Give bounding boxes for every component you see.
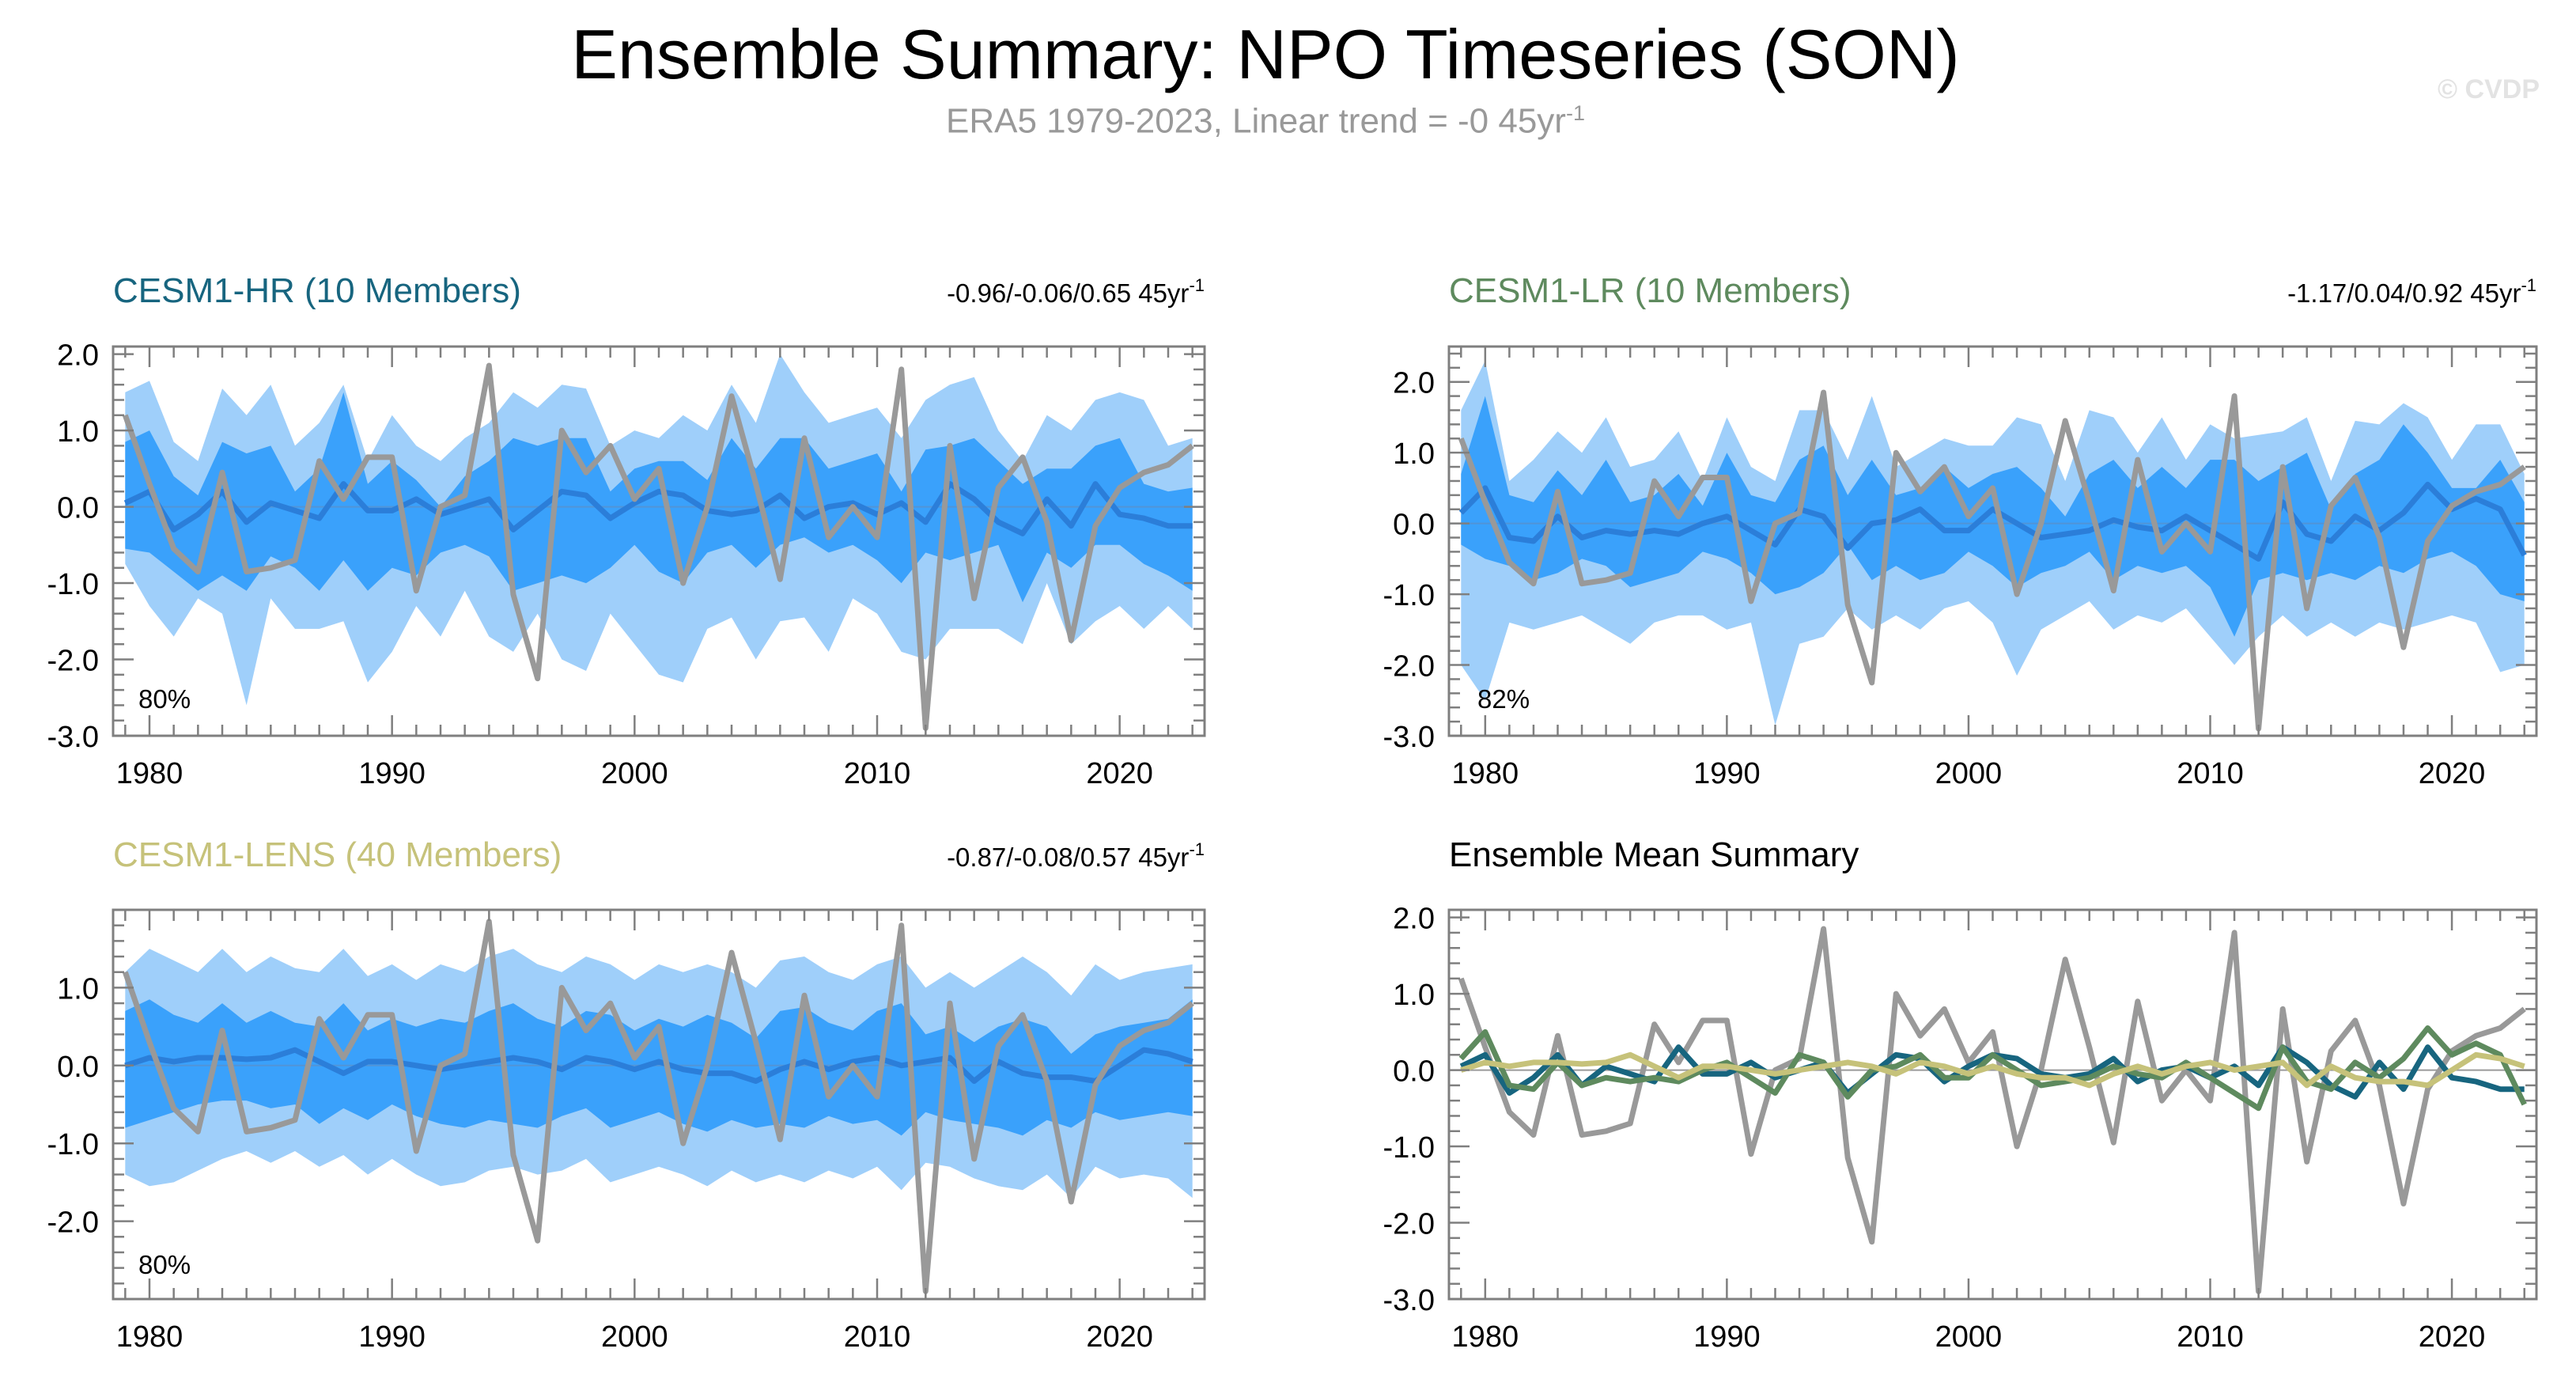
y-tick-label: 2.0 bbox=[1393, 367, 1435, 400]
summary-series-line-0 bbox=[1458, 926, 2526, 1294]
y-tick-label: 0.0 bbox=[1393, 509, 1435, 542]
panel-title: Ensemble Mean Summary bbox=[1449, 835, 1859, 874]
percent-label: 80% bbox=[138, 684, 191, 714]
y-tick-label: 0.0 bbox=[57, 1051, 99, 1084]
panel-title: CESM1-LENS (40 Members) bbox=[113, 835, 562, 874]
plot-area-summary bbox=[1449, 926, 2536, 1294]
summary-series-line-3 bbox=[1460, 1051, 2525, 1089]
y-tick-label: 2.0 bbox=[1393, 903, 1435, 936]
x-tick-label: 2000 bbox=[601, 757, 668, 790]
panel-lens: -2.0 -1.0 0.0 1.0 1980 1990 2000 2010 2020 CESM1-… bbox=[47, 835, 1206, 1354]
x-tick-label: 2020 bbox=[1086, 757, 1153, 790]
x-tick-label: 1980 bbox=[1452, 1320, 1519, 1354]
observed-line bbox=[1458, 389, 2526, 732]
y-tick-label: -1.0 bbox=[1383, 579, 1435, 612]
trend-label: -0.87/-0.08/0.57 45yr-1 bbox=[947, 839, 1205, 872]
x-tick-label: 2020 bbox=[2419, 757, 2486, 790]
y-tick-label: -2.0 bbox=[1383, 650, 1435, 684]
y-tick-label: -3.0 bbox=[1383, 1284, 1435, 1317]
y-tick-label: -2.0 bbox=[47, 1206, 99, 1240]
percent-label: 82% bbox=[1477, 684, 1530, 714]
x-tick-label: 2010 bbox=[844, 757, 911, 790]
plot-area-lr bbox=[1449, 360, 2536, 732]
panel-title: CESM1-HR (10 Members) bbox=[113, 271, 521, 310]
figure-title: Ensemble Summary: NPO Timeseries (SON) bbox=[571, 15, 1960, 93]
x-tick-label: 2000 bbox=[601, 1320, 668, 1354]
y-tick-label: -1.0 bbox=[47, 568, 99, 601]
plot-area-lens bbox=[113, 919, 1205, 1294]
subtitle-superscript: -1 bbox=[1565, 101, 1585, 125]
x-tick-label: 2000 bbox=[1935, 1320, 2003, 1354]
panel-summary: -3.0 -2.0 -1.0 0.0 1.0 2.0 1980 1990 2000 2010 202… bbox=[1383, 835, 2538, 1354]
observed-line bbox=[122, 919, 1194, 1294]
figure-subtitle: ERA5 1979-2023, Linear trend = -0 45yr-1 bbox=[0, 101, 2531, 142]
ensemble-mean-line bbox=[123, 481, 1193, 536]
x-tick-label: 2020 bbox=[2419, 1320, 2486, 1354]
y-tick-label: 1.0 bbox=[1393, 438, 1435, 471]
plot-frame bbox=[1447, 908, 2538, 1301]
ensemble-mean-line bbox=[124, 1047, 1193, 1084]
x-tick-label: 1990 bbox=[358, 757, 426, 790]
inner-spread-band bbox=[1461, 396, 2525, 637]
x-tick-label: 2020 bbox=[1086, 1320, 1153, 1354]
x-tick-label: 1980 bbox=[116, 757, 183, 790]
y-tick-label: 2.0 bbox=[57, 339, 99, 373]
panel-title: CESM1-LR (10 Members) bbox=[1449, 271, 1852, 310]
y-tick-label: 1.0 bbox=[57, 972, 99, 1006]
panel-lr: -3.0 -2.0 -1.0 0.0 1.0 2.0 1980 1990 2000 2010 202… bbox=[1383, 271, 2538, 790]
y-tick-label: -3.0 bbox=[47, 721, 99, 754]
trend-label: -1.17/0.04/0.92 45yr-1 bbox=[2287, 275, 2536, 308]
x-tick-label: 2000 bbox=[1935, 757, 2003, 790]
x-tick-label: 1980 bbox=[116, 1320, 183, 1354]
y-tick-label: -2.0 bbox=[1383, 1208, 1435, 1241]
panel-hr: -3.0 -2.0 -1.0 0.0 1.0 2.0 1980 1990 2000 2010 202… bbox=[47, 271, 1206, 790]
y-tick-label: -1.0 bbox=[1383, 1131, 1435, 1165]
x-tick-label: 1980 bbox=[1452, 757, 1519, 790]
percent-label: 80% bbox=[138, 1250, 191, 1279]
y-tick-label: 1.0 bbox=[57, 415, 99, 449]
x-tick-label: 1990 bbox=[358, 1320, 426, 1354]
y-tick-label: 0.0 bbox=[57, 492, 99, 525]
x-tick-label: 2010 bbox=[2177, 757, 2244, 790]
y-tick-label: -2.0 bbox=[47, 645, 99, 678]
y-tick-label: 0.0 bbox=[1393, 1055, 1435, 1089]
subtitle-text: ERA5 1979-2023, Linear trend = -0 45yr bbox=[946, 101, 1566, 141]
credit-watermark: © CVDP bbox=[2438, 74, 2540, 104]
observed-line bbox=[123, 362, 1194, 731]
y-tick-label: -3.0 bbox=[1383, 721, 1435, 754]
x-tick-label: 1990 bbox=[1693, 1320, 1761, 1354]
inner-spread-band bbox=[125, 392, 1193, 603]
trend-label: -0.96/-0.06/0.65 45yr-1 bbox=[947, 275, 1205, 308]
y-tick-label: -1.0 bbox=[47, 1128, 99, 1161]
plot-area-hr bbox=[113, 354, 1205, 731]
x-tick-label: 2010 bbox=[2177, 1320, 2244, 1354]
inner-spread-band bbox=[125, 999, 1193, 1136]
y-tick-label: 1.0 bbox=[1393, 979, 1435, 1012]
x-tick-label: 2010 bbox=[844, 1320, 911, 1354]
x-tick-label: 1990 bbox=[1693, 757, 1761, 790]
